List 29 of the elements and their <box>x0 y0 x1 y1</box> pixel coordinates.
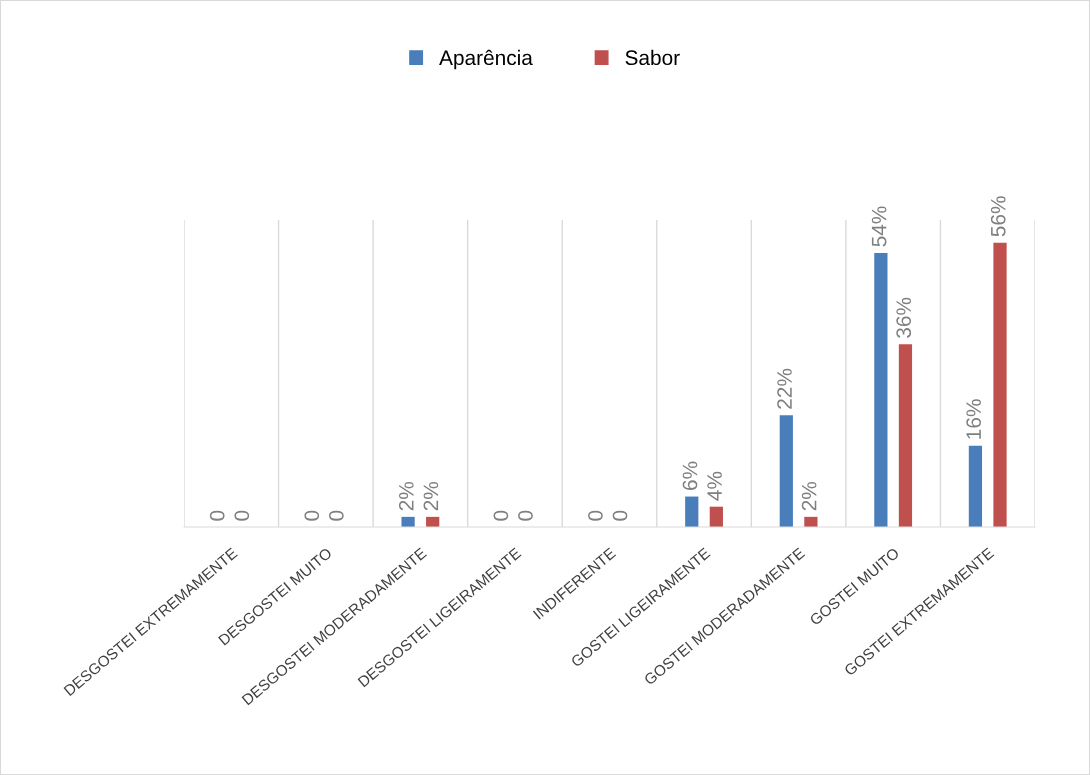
data-label: 0 <box>234 510 250 521</box>
data-label: 0 <box>328 510 344 521</box>
data-label: 54% <box>871 206 887 247</box>
data-label: 56% <box>990 196 1006 237</box>
legend-label: Aparência <box>439 49 533 70</box>
bar <box>779 415 793 527</box>
data-label: 36% <box>896 297 912 338</box>
data-label: 0 <box>518 510 533 521</box>
bar <box>685 496 699 527</box>
legend-label: Sabor <box>625 49 680 66</box>
bar <box>968 445 983 527</box>
bar <box>874 252 888 527</box>
data-label: 4% <box>707 471 722 501</box>
bar <box>804 516 818 527</box>
data-label: 16% <box>966 399 982 439</box>
data-label: 2% <box>398 481 414 511</box>
data-label: 0 <box>588 510 603 521</box>
bar <box>709 506 723 527</box>
data-label: 0 <box>493 510 509 521</box>
bar <box>401 516 415 527</box>
data-label: 6% <box>682 461 698 490</box>
data-label: 2% <box>801 481 817 511</box>
data-label: 0 <box>304 510 320 521</box>
data-label: 0 <box>209 510 225 521</box>
bar <box>993 242 1007 527</box>
data-label: 2% <box>423 481 439 511</box>
data-label: 22% <box>777 368 792 409</box>
bar <box>898 344 913 527</box>
data-label: 0 <box>612 510 628 521</box>
